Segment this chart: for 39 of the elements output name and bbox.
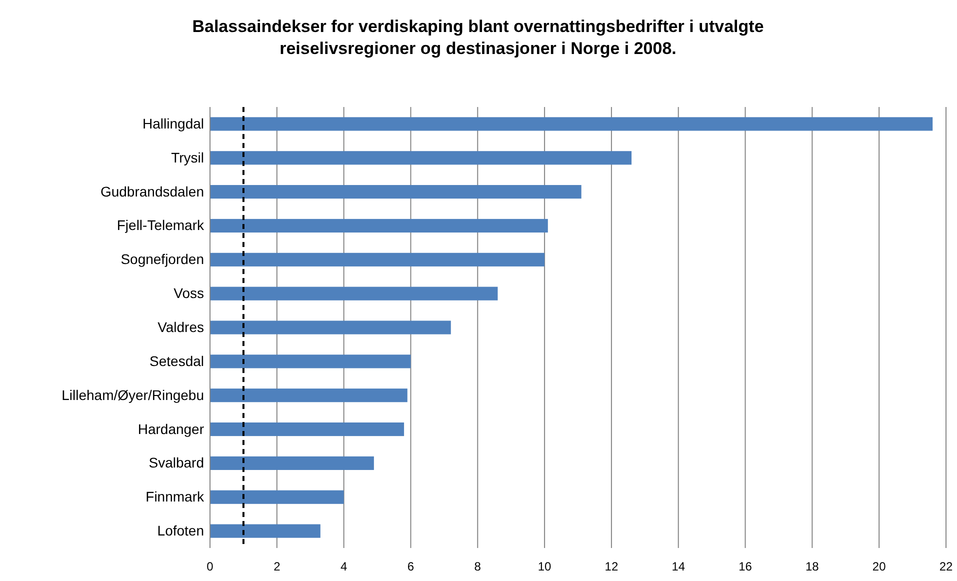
x-tick-label: 0	[206, 560, 214, 574]
bar	[210, 456, 374, 470]
bar	[210, 320, 451, 334]
y-tick-label: Fjell-Telemark	[116, 217, 205, 234]
x-tick-label: 2	[274, 560, 281, 574]
y-tick-label: Hallingdal	[142, 115, 204, 132]
y-tick-label: Valdres	[158, 318, 204, 335]
y-tick-label: Svalbard	[148, 454, 204, 471]
x-tick-label: 10	[538, 560, 552, 574]
y-tick-label: Trysil	[171, 149, 204, 166]
bar	[210, 524, 320, 538]
y-tick-label: Voss	[174, 285, 204, 302]
bar	[210, 252, 545, 266]
y-tick-label: Sognefjorden	[120, 251, 204, 268]
x-tick-label: 6	[407, 560, 414, 574]
bar	[210, 286, 498, 300]
bar	[210, 218, 548, 233]
y-tick-label: Hardanger	[138, 420, 204, 437]
y-tick-label: Lofoten	[157, 522, 204, 539]
x-tick-label: 14	[672, 560, 686, 574]
bar	[210, 354, 411, 368]
x-tick-label: 12	[604, 560, 618, 574]
bar	[210, 117, 933, 131]
y-tick-label: Finnmark	[146, 488, 205, 505]
chart-title: Balassaindekser for verdiskaping blant overnattingsbedrifter i utvalgte reiselivsregioner og destinasjoner i Norge i 2008.	[192, 17, 764, 58]
bar	[210, 490, 344, 504]
y-tick-label: Gudbrandsdalen	[100, 183, 204, 200]
x-tick-label: 16	[738, 560, 752, 574]
x-tick-label: 20	[872, 560, 886, 574]
bar	[210, 388, 408, 402]
bar	[210, 422, 404, 436]
x-tick-label: 4	[340, 560, 348, 574]
bar	[210, 185, 582, 199]
y-tick-label: Lilleham/Øyer/Ringebu	[62, 386, 204, 403]
x-tick-label: 22	[939, 560, 953, 574]
bar	[210, 151, 632, 165]
x-tick-label: 18	[806, 560, 820, 574]
y-tick-label: Setesdal	[150, 352, 204, 369]
x-tick-label: 8	[474, 560, 482, 574]
